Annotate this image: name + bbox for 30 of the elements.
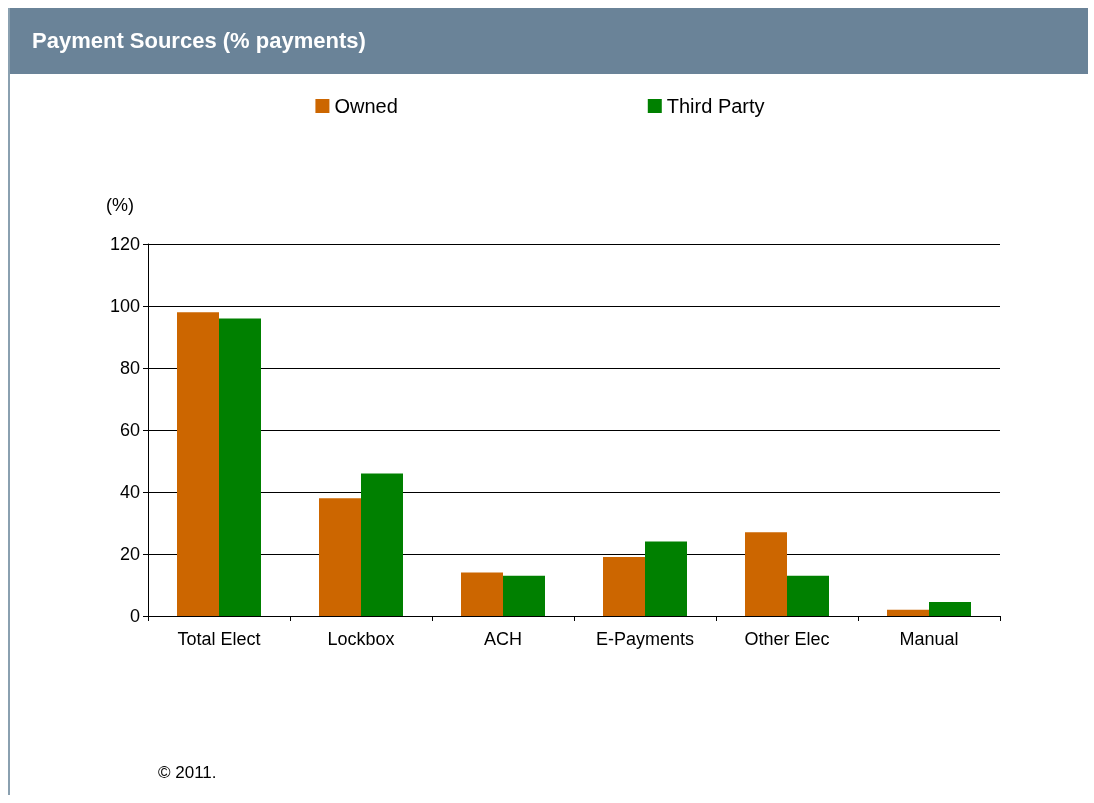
bar	[319, 498, 361, 616]
y-tick-label: 60	[119, 420, 140, 440]
bar	[177, 312, 219, 616]
bar	[603, 557, 645, 616]
x-tick-label: Manual	[899, 629, 959, 649]
bar	[929, 602, 971, 616]
bar	[745, 532, 787, 616]
bar	[645, 541, 687, 616]
legend-label: Third Party	[666, 95, 765, 117]
legend-label: Owned	[334, 95, 398, 117]
bar	[219, 318, 261, 616]
bar	[503, 575, 545, 616]
x-tick-label: Lockbox	[327, 629, 395, 649]
bar	[461, 572, 503, 616]
bar	[887, 609, 929, 616]
y-axis-title: (%)	[106, 195, 134, 215]
y-tick-label: 100	[109, 296, 140, 316]
y-tick-label: 120	[109, 234, 140, 254]
bar	[787, 575, 829, 616]
y-tick-label: 20	[119, 544, 140, 564]
x-tick-label: E-Payments	[595, 629, 695, 649]
chart-title: Payment Sources (% payments)	[10, 8, 1088, 74]
text: © 2011.	[158, 763, 217, 783]
y-tick-label: 40	[119, 482, 140, 502]
x-tick-label: ACH	[483, 629, 523, 649]
y-tick-label: 80	[119, 358, 140, 378]
y-tick-label: 0	[129, 606, 140, 626]
x-tick-label: Total Elect	[177, 629, 261, 649]
bar	[361, 473, 403, 616]
x-tick-label: Other Elec	[744, 629, 830, 649]
